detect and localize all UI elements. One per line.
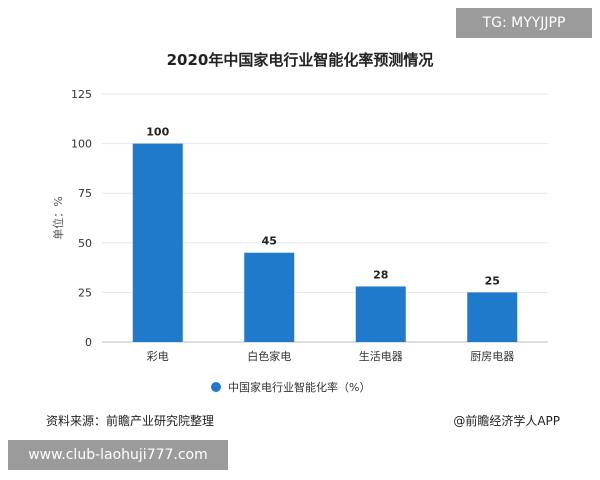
bar-0 <box>132 143 183 342</box>
y-tick-label-2: 50 <box>78 237 92 250</box>
y-tick-label-3: 75 <box>78 187 92 200</box>
watermark-tag: TG: MYYJJPP <box>456 8 592 38</box>
x-tick-label-2: 生活电器 <box>359 349 403 363</box>
x-tick-label-3: 厨房电器 <box>470 350 514 363</box>
bar-2 <box>355 286 406 342</box>
y-axis-title: 单位：% <box>51 196 65 239</box>
bar-3 <box>467 292 518 342</box>
legend-marker <box>211 382 221 392</box>
x-tick-label-1: 白色家电 <box>247 349 291 363</box>
data-label-0: 100 <box>146 126 169 139</box>
y-tick-label-4: 100 <box>71 138 92 151</box>
data-label-3: 25 <box>485 274 500 287</box>
data-label-1: 45 <box>262 235 277 248</box>
chart-title: 2020年中国家电行业智能化率预测情况 <box>166 51 434 69</box>
x-tick-label-0: 彩电 <box>147 350 169 363</box>
legend-label: 中国家电行业智能化率（%） <box>228 380 370 394</box>
bar-1 <box>244 252 295 342</box>
url-overlay: www.club-laohuji777.com <box>8 440 228 470</box>
y-tick-label-5: 125 <box>71 88 92 101</box>
y-tick-label-1: 25 <box>78 286 92 299</box>
brand-note: @前瞻经济学人APP <box>453 414 560 428</box>
data-label-2: 28 <box>373 268 388 281</box>
y-tick-label-0: 0 <box>85 336 92 349</box>
source-note: 资料来源：前瞻产业研究院整理 <box>46 414 215 428</box>
